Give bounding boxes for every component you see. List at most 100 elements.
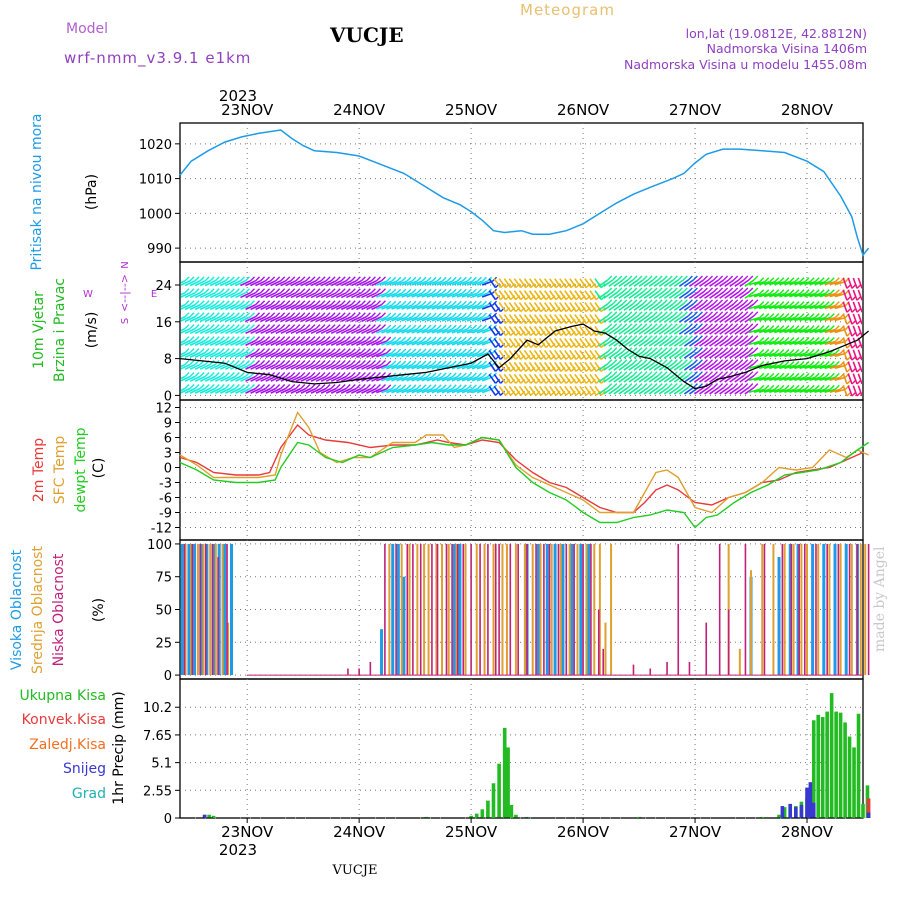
wind-barb (181, 339, 191, 346)
wind-barb-tick (612, 359, 618, 365)
wind-barb (416, 340, 428, 346)
wind-barb (714, 315, 725, 323)
wind-barb-tick (779, 349, 785, 354)
wind-barb (648, 351, 659, 359)
wind-barb-tick (370, 336, 376, 342)
wind-barb (493, 290, 502, 301)
wind-barb-tick (446, 312, 452, 318)
wind-barb-tick (234, 276, 240, 282)
wind-barb-tick (612, 275, 618, 281)
wind-barb (245, 375, 256, 382)
wind-barb (436, 352, 448, 358)
wind-barb-tick (219, 336, 225, 342)
wind-barb-tick (697, 287, 703, 293)
wind-barb-tick (723, 287, 729, 293)
wind-barb (719, 315, 730, 323)
wind-barb-tick (184, 348, 190, 354)
precip-bar-0 (474, 813, 479, 818)
wind-barb-tick (667, 383, 673, 389)
wind-barb (184, 315, 196, 323)
wind-barb-tick (481, 312, 487, 318)
wind-barb (683, 315, 694, 323)
wind-barb (451, 376, 463, 382)
wind-barb-tick (396, 288, 402, 294)
wind-barb-tick (733, 275, 739, 281)
wind-barb-tick (315, 383, 321, 389)
wind-barb-tick (708, 323, 714, 329)
wind-barb-tick (199, 336, 205, 342)
wind-barb-tick (229, 348, 235, 354)
wind-barb (638, 279, 649, 287)
wind-barb-tick (779, 325, 785, 331)
wind-barb (199, 375, 211, 382)
cloud-bar-0 (553, 543, 557, 676)
wind-barb (503, 278, 512, 289)
wind-barb (426, 352, 438, 358)
wind-barb (240, 315, 251, 323)
wind-barb (325, 375, 337, 382)
wind-barb (613, 303, 624, 311)
wind-barb-tick (189, 276, 195, 282)
wind-barb (503, 349, 512, 360)
wind-barb-tick (738, 323, 744, 329)
wind-barb (579, 337, 587, 348)
wind-barb (250, 315, 261, 323)
xtick-label-bottom: 26NOV (557, 823, 610, 841)
wind-barb (295, 351, 307, 358)
wind-barb (290, 304, 302, 311)
wind-barb-tick (652, 383, 658, 389)
wind-barb-tick (370, 300, 376, 306)
cloud-bar-2 (211, 543, 214, 676)
cloud-bar-2 (487, 543, 489, 676)
wind-barb (628, 315, 639, 323)
wind-barb (623, 339, 634, 347)
wind-barb (315, 351, 327, 358)
wind-barb (436, 316, 448, 322)
wind-barb-tick (335, 276, 341, 282)
wind-barb (549, 349, 557, 360)
wind-barb (401, 388, 413, 394)
wind-barb-tick (728, 275, 734, 281)
wind-barb (528, 290, 537, 301)
wind-barb (829, 304, 841, 310)
ytick-label-pressure: 1020 (139, 138, 172, 153)
wind-barb-tick (416, 300, 422, 306)
wind-barb-tick (642, 311, 648, 317)
grid-layer (180, 123, 863, 819)
wind-barb (774, 340, 786, 346)
wind-barb (320, 315, 332, 323)
wind-barb-tick (461, 336, 467, 342)
wind-barb-tick (662, 383, 668, 389)
wind-barb (753, 328, 765, 334)
wind-barb-tick (759, 384, 765, 390)
wind-barb (804, 340, 816, 346)
wind-barb (608, 351, 619, 359)
wind-barb (513, 385, 522, 396)
wind-barb-tick (330, 336, 336, 342)
wind-barb-tick (330, 360, 336, 366)
wind-barb (371, 351, 382, 358)
wind-barb-tick (476, 384, 482, 390)
wind-barb (809, 352, 821, 358)
wind-barb (699, 351, 709, 359)
cloud-bar-2 (573, 543, 575, 676)
wind-barb (416, 280, 428, 286)
wind-barb (794, 316, 806, 322)
wind-barb-tick (718, 299, 724, 305)
wind-barb-tick (411, 336, 417, 342)
wind-barb (683, 303, 694, 311)
wind-barb (554, 349, 562, 360)
wind-barb-tick (759, 360, 765, 366)
wind-barb-tick (607, 371, 613, 377)
precip-bar-0 (843, 722, 847, 818)
wind-barb (523, 326, 532, 336)
cloud-bar-2 (436, 543, 439, 676)
wind-barb-tick (481, 336, 487, 342)
wind-barb (719, 303, 730, 311)
wind-barb-tick (652, 335, 658, 341)
ytick-label-precip: 0 (164, 812, 172, 827)
wind-barb (678, 363, 689, 371)
wind-barb (653, 375, 664, 383)
cloud-bar-2 (718, 543, 721, 676)
wind-barb-tick (471, 276, 477, 282)
